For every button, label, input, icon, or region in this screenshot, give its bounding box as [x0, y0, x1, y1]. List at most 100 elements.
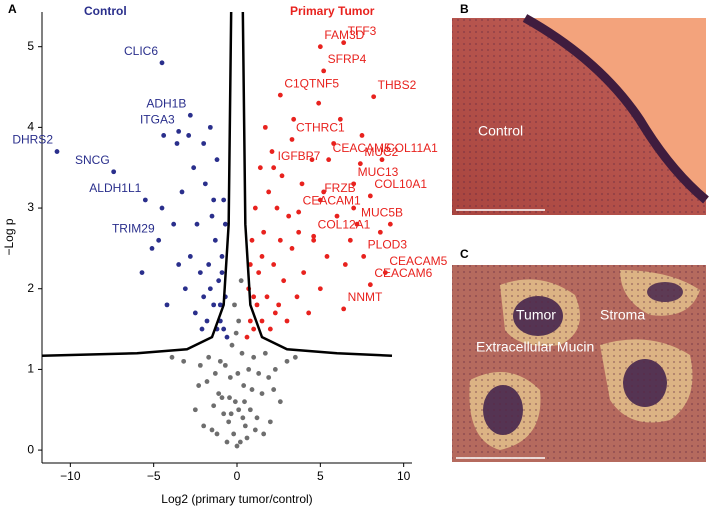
- x-tick-label: −10: [60, 469, 81, 483]
- gene-label: SNCG: [75, 153, 110, 167]
- point: [324, 254, 330, 259]
- gene-label: ALDH1L1: [89, 181, 141, 195]
- annotated-point: [296, 209, 302, 215]
- point: [206, 262, 212, 267]
- point: [267, 326, 273, 332]
- point: [214, 157, 220, 163]
- point: [211, 302, 217, 308]
- point: [359, 133, 365, 138]
- gene-label: THBS2: [378, 78, 417, 92]
- point: [234, 443, 240, 449]
- panel-label: B: [460, 2, 469, 16]
- gene-label: CEACAM5: [333, 141, 391, 155]
- gene-label: FAM3D: [324, 28, 364, 42]
- point: [226, 419, 232, 425]
- point: [211, 403, 217, 409]
- point: [249, 237, 255, 243]
- point: [242, 423, 248, 429]
- gene-label: DHRS2: [12, 133, 53, 147]
- image-label: Tumor: [516, 307, 556, 323]
- point: [264, 294, 270, 300]
- point: [274, 205, 280, 211]
- point: [216, 278, 222, 284]
- point: [236, 407, 242, 413]
- point: [231, 431, 237, 437]
- annotated-point: [311, 233, 317, 239]
- point: [212, 237, 218, 243]
- legend-entry: Control: [84, 4, 127, 18]
- volcano-plot: 0 1 2 3 4 5 −10 −5 0 5 10 CLIC6 ADH1B ITGA3 DHRS2 SNCG A…: [12, 4, 447, 483]
- image-label: Extracellular Mucin: [476, 339, 594, 355]
- point: [271, 387, 277, 392]
- point: [204, 318, 210, 324]
- annotated-point: [321, 68, 327, 74]
- point: [204, 379, 210, 384]
- gene-label: CLIC6: [124, 44, 158, 58]
- annotated-point: [54, 149, 60, 154]
- point: [197, 362, 203, 368]
- point: [244, 334, 250, 340]
- y-axis-label: −Log p: [2, 218, 16, 255]
- annotated-point: [317, 197, 323, 203]
- point: [266, 189, 272, 195]
- point: [284, 358, 290, 364]
- point: [192, 407, 198, 413]
- annotated-point: [187, 112, 193, 118]
- point: [240, 415, 246, 421]
- point: [342, 262, 348, 267]
- gene-label: IGFBP7: [278, 149, 321, 163]
- point: [139, 270, 145, 275]
- panel-label: C: [460, 247, 469, 261]
- gene-label: FRZB: [324, 181, 355, 195]
- point: [296, 229, 302, 235]
- legend-entry: Primary Tumor: [290, 4, 375, 18]
- histology-b: Control: [452, 14, 709, 215]
- point: [269, 149, 275, 154]
- point: [235, 371, 241, 376]
- point: [217, 358, 223, 364]
- point: [219, 254, 225, 259]
- image-label: Control: [478, 123, 523, 139]
- point: [196, 383, 202, 388]
- point: [259, 318, 265, 324]
- point: [199, 326, 205, 332]
- y-tick-label: 0: [27, 442, 34, 456]
- point: [252, 427, 258, 433]
- point: [337, 116, 343, 122]
- point: [321, 189, 327, 195]
- annotated-point: [156, 237, 162, 243]
- point: [256, 270, 262, 275]
- point: [244, 435, 250, 441]
- point: [237, 439, 243, 445]
- point: [217, 302, 223, 308]
- panel-label: A: [8, 2, 17, 16]
- point: [279, 173, 285, 179]
- point: [294, 294, 300, 300]
- point: [277, 237, 283, 243]
- point: [227, 395, 232, 401]
- annotated-point: [176, 129, 182, 134]
- point: [222, 362, 228, 368]
- point: [169, 354, 175, 360]
- point: [176, 262, 182, 267]
- point: [212, 371, 218, 376]
- point: [241, 383, 247, 388]
- gene-label: SFRP4: [328, 52, 367, 66]
- x-tick-label: 10: [397, 469, 411, 483]
- gene-label: CEACAM5: [389, 254, 447, 268]
- point: [259, 391, 265, 397]
- point: [238, 278, 244, 284]
- gene-label: COL12A1: [318, 217, 371, 231]
- point: [331, 141, 337, 146]
- point: [161, 133, 167, 138]
- point: [334, 213, 340, 219]
- point: [211, 197, 217, 203]
- point: [222, 221, 228, 227]
- point: [292, 354, 298, 360]
- point: [229, 342, 235, 348]
- gene-label: MUC5B: [361, 205, 403, 219]
- point: [316, 100, 322, 106]
- gene-label: ADH1B: [146, 96, 186, 110]
- annotated-point: [379, 157, 385, 163]
- annotated-point: [341, 40, 347, 46]
